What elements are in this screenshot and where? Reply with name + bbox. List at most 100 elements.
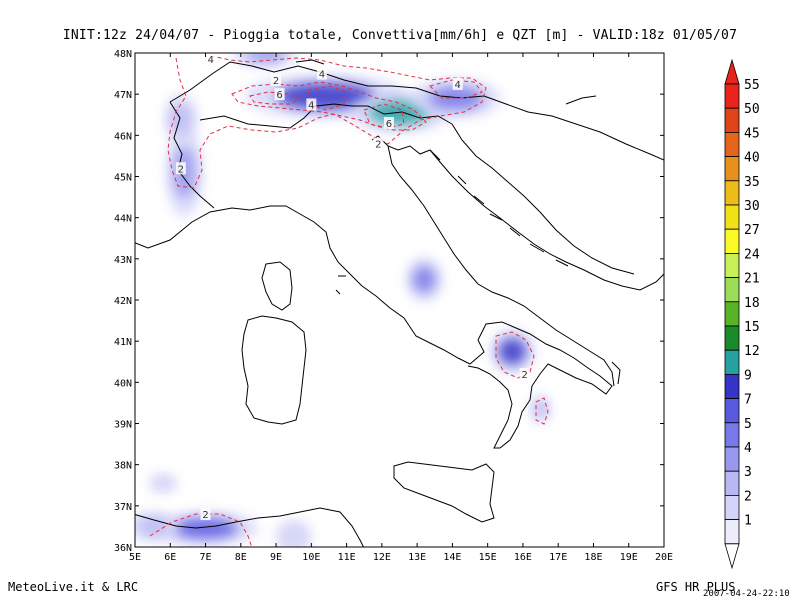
lat-tick-label: 41N: [114, 337, 132, 348]
qzt-isoline: [249, 91, 302, 105]
colorbar-label: 27: [744, 223, 760, 238]
qzt-label: 2: [200, 508, 211, 521]
french-italian-border: [169, 101, 215, 209]
qzt-isolines-layer: [149, 55, 549, 547]
bosnia-border: [539, 211, 635, 275]
lon-tick-label: 20E: [655, 552, 673, 563]
lat-tick-label: 47N: [114, 90, 132, 101]
colorbar-top-arrow: [724, 58, 740, 85]
lat-tick-label: 44N: [114, 214, 132, 225]
qzt-isoline: [231, 81, 427, 131]
lon-tick-label: 7E: [200, 552, 212, 563]
colorbar-label: 2: [744, 489, 752, 504]
colorbar-label: 50: [744, 102, 760, 117]
colorbar-swatch: [724, 494, 740, 520]
lon-tick-label: 17E: [549, 552, 567, 563]
qzt-label: 2: [373, 137, 384, 151]
colorbar-label: 40: [744, 151, 760, 166]
colorbar-swatch: [724, 131, 740, 157]
colorbar-swatch: [724, 446, 740, 472]
svg-text:2: 2: [522, 370, 528, 381]
precip-area: [164, 94, 198, 144]
colorbar-swatch: [724, 228, 740, 254]
precip-area: [152, 511, 259, 546]
colorbar-swatch: [724, 325, 740, 351]
qzt-label: 4: [306, 98, 317, 111]
precip-area: [233, 53, 298, 68]
adriatic-italian-coast: [387, 145, 615, 387]
qzt-isoline: [429, 79, 483, 99]
sicily: [393, 461, 495, 523]
lat-tick-label: 42N: [114, 296, 132, 307]
swiss-border: [199, 103, 368, 129]
adriatic-islands: [457, 175, 569, 267]
svg-text:2: 2: [202, 510, 208, 521]
svg-text:2: 2: [178, 164, 184, 175]
colorbar-label: 5: [744, 417, 752, 432]
lat-tick-label: 37N: [114, 502, 132, 513]
lon-tick-label: 14E: [443, 552, 461, 563]
colorbar-swatch: [724, 204, 740, 230]
colorbar-label: 55: [744, 78, 760, 93]
colorbar-label: 9: [744, 368, 752, 383]
qzt-label: 2: [519, 368, 530, 381]
colorbar-bottom-arrow: [724, 543, 740, 570]
colorbar-swatch: [724, 180, 740, 206]
lon-tick-label: 12E: [373, 552, 391, 563]
svg-text:6: 6: [276, 90, 282, 101]
colorbar-swatch: [724, 422, 740, 448]
lon-tick-label: 5E: [129, 552, 141, 563]
precip-area: [275, 519, 312, 547]
colorbar-swatch: [724, 470, 740, 496]
lat-tick-label: 39N: [114, 420, 132, 431]
ionian-island: [611, 361, 621, 385]
lat-tick-label: 36N: [114, 543, 132, 554]
svg-text:4: 4: [208, 55, 214, 66]
qzt-label: 4: [316, 67, 327, 81]
qzt-label: 2: [271, 73, 282, 87]
colorbar-swatch: [724, 301, 740, 327]
colorbar-label: 12: [744, 344, 760, 359]
lake-balaton: [565, 95, 597, 105]
colorbar-swatch: [724, 83, 740, 109]
colorbar-swatch: [724, 252, 740, 278]
colorbar-swatch: [724, 519, 740, 545]
lon-tick-label: 18E: [584, 552, 602, 563]
lat-tick-label: 45N: [114, 173, 132, 184]
lon-tick-label: 9E: [270, 552, 282, 563]
elba-island: [335, 275, 346, 295]
italy-coastline: [135, 205, 613, 449]
colorbar-swatch: [724, 373, 740, 399]
axis-layer: 5E 6E 7E 8E 9E 10E 11E 12E 13E 14E 15E 16E 17E 18E 19E…: [114, 49, 673, 563]
colorbar-label: 24: [744, 247, 760, 262]
precip-area: [149, 473, 178, 494]
precip-area: [405, 257, 443, 302]
colorbar-swatch: [724, 277, 740, 303]
lat-tick-label: 46N: [114, 131, 132, 142]
qzt-label: 2: [175, 162, 186, 175]
model-label: GFS HR PLUS: [656, 580, 736, 594]
colorbar-label: 35: [744, 175, 760, 190]
precip-area: [490, 329, 535, 374]
lon-tick-label: 13E: [408, 552, 426, 563]
colorbar-swatch: [724, 107, 740, 133]
qzt-label: 4: [452, 77, 463, 91]
balkan-border: [451, 123, 541, 213]
corsica: [261, 261, 293, 311]
svg-text:6: 6: [386, 119, 392, 130]
lon-tick-label: 16E: [514, 552, 532, 563]
colorbar-label: 21: [744, 272, 760, 287]
colorbar-label: 1: [744, 514, 752, 529]
lon-tick-label: 11E: [338, 552, 356, 563]
colorbar-label: 3: [744, 465, 752, 480]
lon-tick-label: 10E: [302, 552, 320, 563]
svg-text:2: 2: [273, 76, 279, 87]
lat-tick-label: 43N: [114, 255, 132, 266]
lon-tick-label: 15E: [479, 552, 497, 563]
qzt-isoline: [167, 55, 487, 189]
north-africa-coast: [135, 507, 365, 547]
lat-tick-label: 48N: [114, 49, 132, 60]
